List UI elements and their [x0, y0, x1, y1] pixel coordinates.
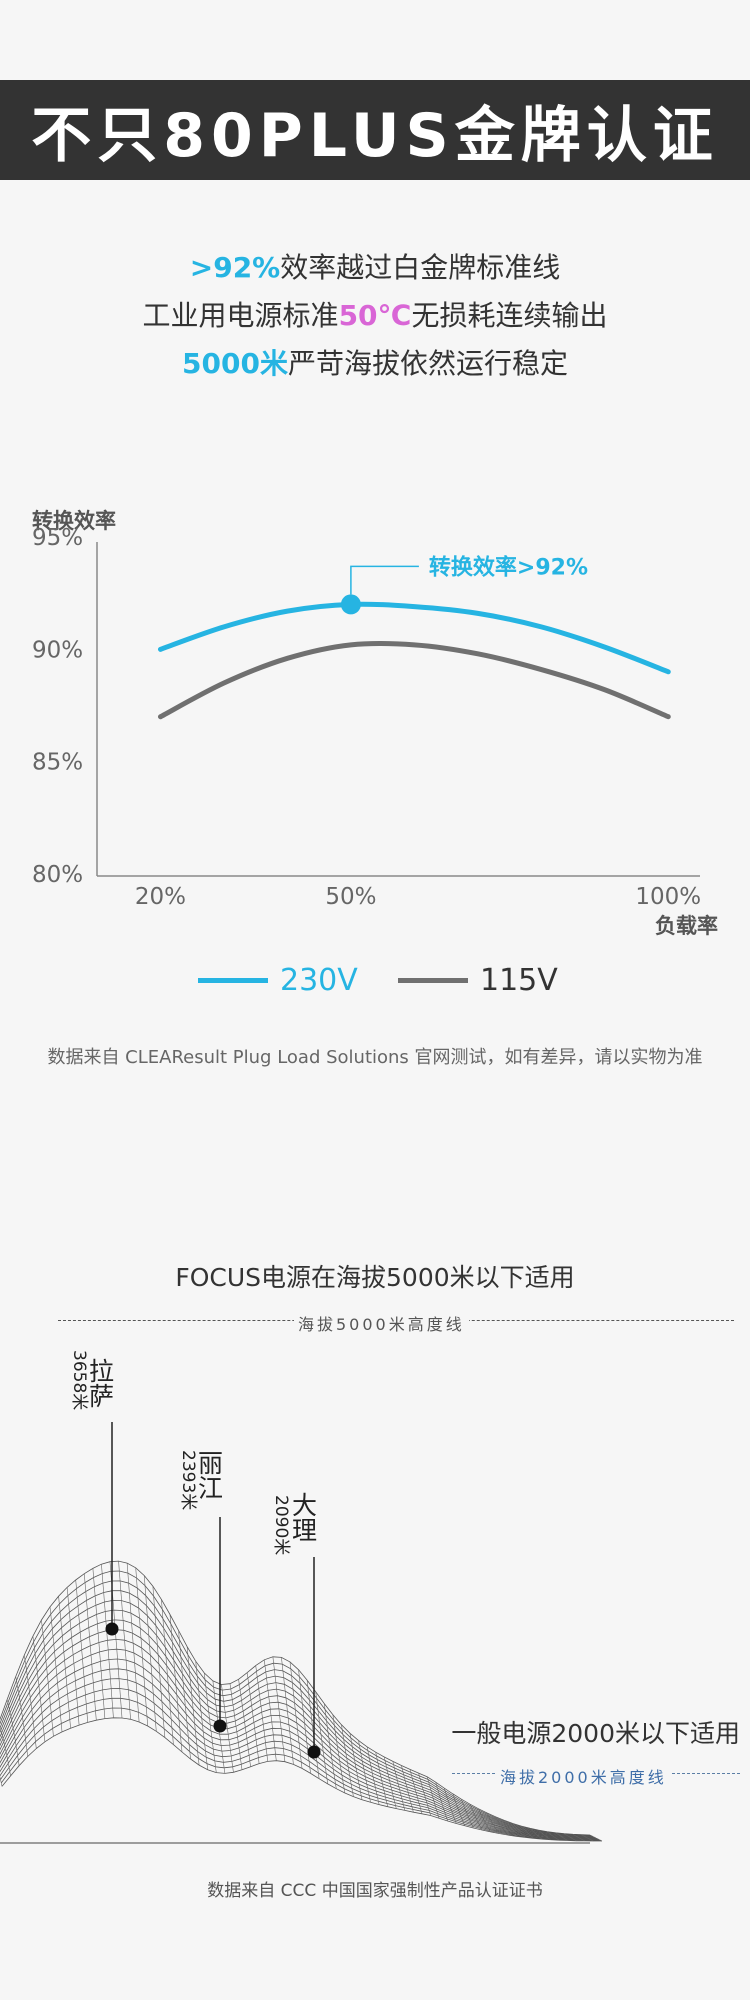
city-marker-dali: 大理 2090米 — [271, 1492, 321, 1759]
peak-efficiency-dot — [340, 594, 361, 615]
y-axis-label: 转换效率 — [32, 509, 116, 533]
city-name-lijiang: 丽江 — [195, 1450, 224, 1500]
city-name-dali: 大理 — [289, 1492, 318, 1542]
headline-temperature: 工业用电源标准50℃无损耗连续输出 — [0, 294, 750, 334]
city-dot-lhasa — [105, 1622, 119, 1636]
city-marker-lhasa: 拉萨 3658米 — [69, 1350, 119, 1636]
x-axis-label: 负载率 — [655, 914, 718, 938]
x-tick-label: 100% — [635, 884, 701, 910]
headline-temperature-prefix: 工业用电源标准 — [142, 299, 339, 332]
mountain-mesh — [0, 1560, 603, 1844]
legend-item-230v: 230V — [198, 960, 358, 1000]
city-altitude-lijiang: 2393米 — [178, 1450, 198, 1510]
altitude-title: FOCUS电源在海拔5000米以下适用 — [175, 1263, 575, 1292]
altitude-line-2000-label: 海拔2000米高度线 — [496, 1764, 671, 1788]
altitude-line-5000: 海拔5000米高度线 — [58, 1311, 734, 1335]
headline-efficiency: >92%效率越过白金牌标准线 — [0, 246, 750, 286]
altitude-line-5000-label: 海拔5000米高度线 — [294, 1311, 469, 1335]
chart-legend: 230V 115V — [0, 960, 750, 1000]
legend-swatch-230v — [198, 977, 268, 983]
page-title: 不只80PLUS金牌认证 — [31, 100, 719, 171]
y-tick-label: 95% — [32, 525, 83, 551]
city-altitude-dali: 2090米 — [271, 1495, 291, 1555]
legend-label-230v: 230V — [280, 962, 358, 998]
series-line-115v — [157, 640, 671, 720]
headline-temperature-value: 50℃ — [338, 299, 412, 332]
legend-item-115v: 115V — [398, 960, 558, 1000]
y-tick-label: 80% — [32, 862, 83, 888]
city-marker-lijiang: 丽江 2393米 — [178, 1450, 227, 1733]
title-banner: 不只80PLUS金牌认证 — [0, 80, 750, 180]
headline-altitude-value: 5000米 — [182, 347, 288, 380]
mountain-illustration: 拉萨 3658米 丽江 2393米 大理 2090米 — [0, 1350, 603, 1844]
source-note-efficiency: 数据来自 CLEAResult Plug Load Solutions 官网测试… — [47, 1047, 703, 1068]
source-note-ccc: 数据来自 CCC 中国国家强制性产品认证证书 — [207, 1881, 543, 1901]
headline-altitude: 5000米严苛海拔依然运行稳定 — [0, 342, 750, 382]
x-tick-label: 50% — [325, 884, 376, 910]
headline-efficiency-text: 效率越过白金牌标准线 — [280, 251, 561, 284]
headline-efficiency-value: >92% — [189, 251, 281, 284]
city-name-lhasa: 拉萨 — [86, 1358, 115, 1408]
annotation-leader-line — [350, 565, 419, 595]
headline-altitude-text: 严苛海拔依然运行稳定 — [287, 347, 568, 380]
efficiency-chart: 转换效率 负载率 95% 90% 85% 80% 20% 50% 100% 转换效率>92% — [32, 509, 718, 938]
city-dot-dali — [307, 1745, 321, 1759]
y-tick-label: 90% — [32, 637, 83, 663]
legend-swatch-115v — [398, 977, 468, 983]
annotation-label: 转换效率>92% — [429, 554, 588, 580]
legend-label-115v: 115V — [480, 962, 558, 998]
city-dot-lijiang — [213, 1719, 227, 1733]
series-line-230v — [157, 601, 671, 675]
city-altitude-lhasa: 3658米 — [69, 1350, 89, 1410]
general-psu-text: 一般电源2000米以下适用 — [451, 1719, 740, 1748]
headline-temperature-suffix: 无损耗连续输出 — [411, 299, 608, 332]
y-tick-label: 85% — [32, 750, 83, 776]
altitude-line-2000: 海拔2000米高度线 — [452, 1764, 740, 1788]
x-tick-label: 20% — [135, 884, 186, 910]
